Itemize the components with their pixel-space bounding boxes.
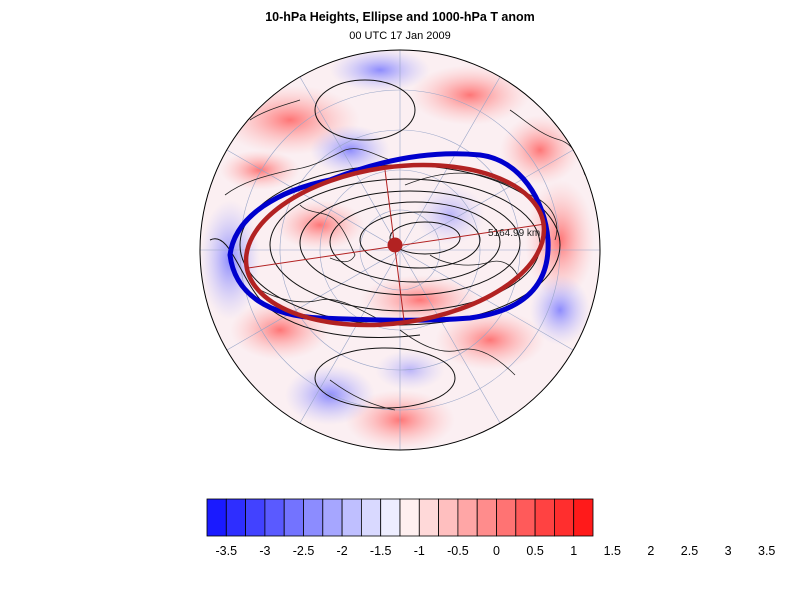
colorbar-tick-label: 0 [493, 544, 500, 558]
colorbar-tick-label: 3 [724, 544, 732, 558]
polar-map: 5164.99 km [199, 49, 601, 451]
colorbar-tick-label: 2.5 [680, 544, 699, 558]
colorbar-tick-label: 0.5 [526, 544, 544, 558]
colorbar-tick-label: 3.5 [757, 544, 776, 558]
colorbar-swatch [418, 498, 439, 537]
colorbar-tick-label: -3 [259, 544, 271, 558]
colorbar-swatch [245, 498, 266, 537]
colorbar-swatch [380, 498, 401, 537]
ellipse-centroid-marker [387, 237, 403, 253]
colorbar-tick-label: -2.5 [292, 544, 315, 558]
colorbar-swatch [438, 498, 459, 537]
colorbar-swatch [360, 498, 382, 537]
colorbar-swatch [534, 498, 555, 537]
colorbar-swatch [554, 498, 575, 537]
globe-boundary [199, 49, 601, 451]
map-title: 10-hPa Heights, Ellipse and 1000-hPa T a… [265, 10, 535, 24]
colorbar-swatch [573, 498, 594, 537]
colorbar-swatch [283, 498, 304, 537]
colorbar-swatch [515, 498, 536, 537]
colorbar-tick-label: 1.5 [603, 544, 621, 558]
colorbar-swatch [303, 498, 324, 537]
colorbar-swatch [264, 498, 285, 537]
colorbar-tick-label: -2 [336, 544, 348, 558]
colorbar-swatch [206, 498, 227, 537]
colorbar-tick-label: -0.5 [447, 544, 469, 558]
colorbar-swatch [225, 498, 247, 537]
colorbar-swatch [341, 498, 362, 537]
colorbar-tick-label: -3.5 [215, 544, 238, 558]
colorbar-tick-label: 1 [570, 544, 578, 558]
colorbar-swatch [399, 498, 420, 537]
temperature-anomaly-field: 5164.99 km [200, 50, 600, 450]
map-subtitle: 00 UTC 17 Jan 2009 [349, 30, 451, 42]
colorbar-swatch [496, 498, 517, 537]
colorbar-tick-label: -1.5 [369, 544, 392, 558]
colorbar-swatch [322, 498, 343, 537]
colorbar-swatch [457, 498, 478, 537]
colorbar-tick-label: -1 [413, 544, 425, 558]
ellipse-axis-length-label: 5164.99 km [488, 228, 540, 239]
colorbar-tick-label: 2 [647, 544, 655, 558]
colorbar-swatch [476, 498, 497, 537]
